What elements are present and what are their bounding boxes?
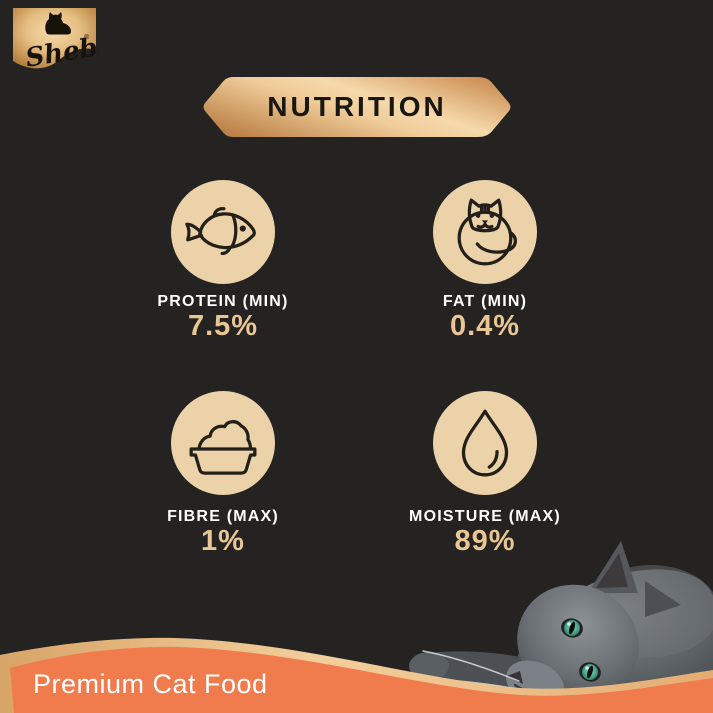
stat-value-protein: 7.5% bbox=[187, 310, 259, 342]
cat-eye-left bbox=[561, 618, 583, 638]
logo-cat-icon bbox=[45, 12, 71, 35]
water-drop-icon bbox=[461, 409, 509, 477]
section-title: NUTRITION bbox=[267, 91, 447, 122]
fat-cat-icon bbox=[457, 198, 517, 266]
stat-circle-protein bbox=[171, 180, 275, 284]
footer-wave bbox=[0, 637, 713, 713]
registered-mark: ® bbox=[84, 33, 91, 42]
nutrition-ribbon bbox=[203, 77, 511, 137]
stat-label-protein: PROTEIN (MIN) bbox=[157, 293, 289, 310]
stat-value-fibre: 1% bbox=[201, 525, 245, 557]
litter-tray-icon bbox=[189, 420, 257, 475]
stat-label-fat: FAT (MIN) bbox=[442, 293, 528, 310]
tagline: Premium Cat Food bbox=[33, 669, 268, 699]
stat-value-moisture: 89% bbox=[454, 525, 516, 557]
stat-label-fibre: FIBRE (MAX) bbox=[167, 508, 279, 525]
stat-label-moisture: MOISTURE (MAX) bbox=[409, 508, 561, 525]
stat-circle-fibre bbox=[171, 391, 275, 495]
stat-circle-moisture bbox=[433, 391, 537, 495]
fish-icon bbox=[185, 206, 256, 256]
cat-eye-right bbox=[579, 662, 601, 682]
sheba-logo: Sheba ® bbox=[13, 8, 99, 74]
stat-value-fat: 0.4% bbox=[449, 310, 521, 342]
stat-circle-fat bbox=[433, 180, 537, 284]
